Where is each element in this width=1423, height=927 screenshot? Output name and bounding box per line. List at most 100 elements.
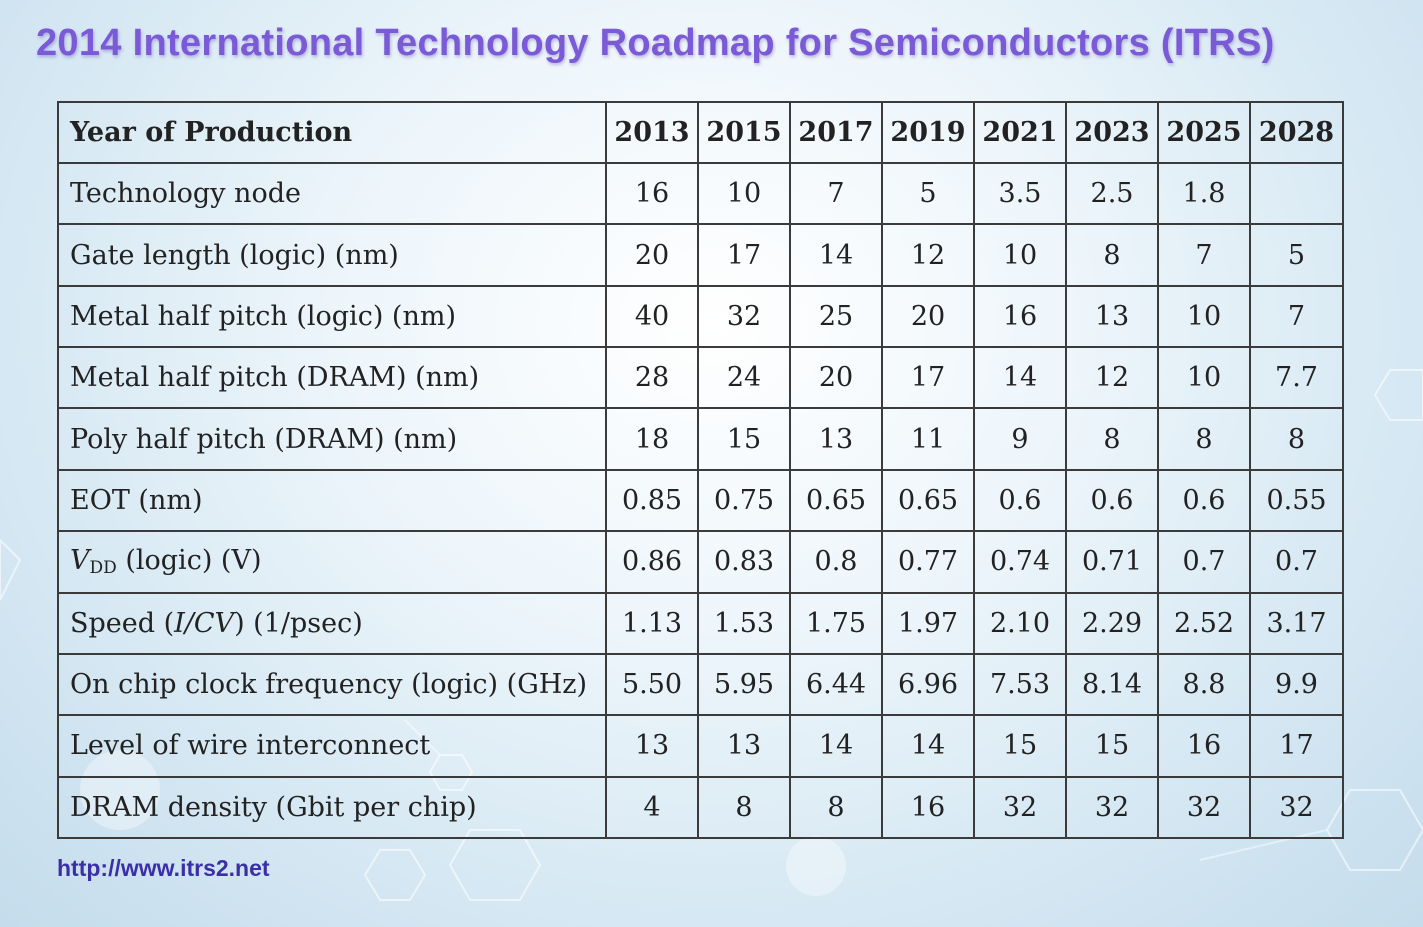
row-label: Gate length (logic) (nm) bbox=[57, 223, 607, 287]
vdd-subscript: DD bbox=[89, 558, 117, 579]
row-label: Metal half pitch (DRAM) (nm) bbox=[57, 346, 607, 410]
table-cell: 3.17 bbox=[1249, 591, 1344, 655]
table-cell: 1.13 bbox=[605, 591, 699, 655]
table-cell: 16 bbox=[881, 775, 975, 840]
table-row: Gate length (logic) (nm) 20 17 14 12 10 … bbox=[57, 223, 1344, 287]
itrs-roadmap-table: Year of Production 2013 2015 2017 2019 2… bbox=[57, 101, 1344, 840]
table-cell bbox=[1249, 161, 1344, 226]
table-cell: 10 bbox=[973, 223, 1067, 287]
table-cell: 0.6 bbox=[1065, 468, 1159, 533]
table-cell: 8 bbox=[1065, 223, 1159, 287]
table-cell: 0.7 bbox=[1157, 530, 1251, 594]
table-cell: 0.8 bbox=[789, 530, 883, 594]
year-header: 2025 bbox=[1157, 101, 1251, 164]
table-cell: 10 bbox=[697, 161, 791, 226]
header-label: Year of Production bbox=[57, 101, 607, 164]
table-cell: 13 bbox=[697, 714, 791, 778]
table-cell: 5.95 bbox=[697, 652, 791, 717]
table-cell: 7 bbox=[1249, 284, 1344, 349]
year-header: 2015 bbox=[697, 101, 791, 164]
table-cell: 8 bbox=[697, 775, 791, 840]
vdd-symbol: V bbox=[70, 545, 90, 577]
row-label: VDD (logic) (V) bbox=[57, 530, 607, 594]
table-cell: 20 bbox=[605, 223, 699, 287]
year-header: 2019 bbox=[881, 101, 975, 164]
year-header: 2017 bbox=[789, 101, 883, 164]
table-row: Metal half pitch (logic) (nm) 40 32 25 2… bbox=[57, 284, 1344, 349]
table-cell: 16 bbox=[973, 284, 1067, 349]
table-cell: 7 bbox=[789, 161, 883, 226]
table-cell: 18 bbox=[605, 407, 699, 471]
year-header: 2028 bbox=[1249, 101, 1344, 164]
year-header: 2021 bbox=[973, 101, 1067, 164]
speed-label-post: ) (1/psec) bbox=[234, 607, 363, 639]
table-cell: 0.7 bbox=[1249, 530, 1344, 594]
table-cell: 15 bbox=[1065, 714, 1159, 778]
row-label: Speed (I/CV) (1/psec) bbox=[57, 591, 607, 655]
table-cell: 1.75 bbox=[789, 591, 883, 655]
table-cell: 16 bbox=[605, 161, 699, 226]
table-cell: 0.55 bbox=[1249, 468, 1344, 533]
table-cell: 0.6 bbox=[1157, 468, 1251, 533]
table-cell: 1.97 bbox=[881, 591, 975, 655]
table-cell: 14 bbox=[973, 346, 1067, 410]
table-cell: 25 bbox=[789, 284, 883, 349]
table-cell: 0.83 bbox=[697, 530, 791, 594]
table-cell: 11 bbox=[881, 407, 975, 471]
table-cell: 7.7 bbox=[1249, 346, 1344, 410]
table-cell: 13 bbox=[605, 714, 699, 778]
row-label: Metal half pitch (logic) (nm) bbox=[57, 284, 607, 349]
table-cell: 17 bbox=[1249, 714, 1344, 778]
table-row: VDD (logic) (V) 0.86 0.83 0.8 0.77 0.74 … bbox=[57, 530, 1344, 594]
speed-label-pre: Speed ( bbox=[70, 607, 175, 639]
table-cell: 0.77 bbox=[881, 530, 975, 594]
table-cell: 32 bbox=[973, 775, 1067, 840]
table-body: Technology node 16 10 7 5 3.5 2.5 1.8 Ga… bbox=[57, 161, 1344, 840]
table-cell: 32 bbox=[697, 284, 791, 349]
table-cell: 28 bbox=[605, 346, 699, 410]
table-row: EOT (nm) 0.85 0.75 0.65 0.65 0.6 0.6 0.6… bbox=[57, 468, 1344, 533]
table-cell: 14 bbox=[881, 714, 975, 778]
vdd-label-rest: (logic) (V) bbox=[116, 545, 262, 577]
row-label: DRAM density (Gbit per chip) bbox=[57, 775, 607, 840]
table-cell: 4 bbox=[605, 775, 699, 840]
table-cell: 2.5 bbox=[1065, 161, 1159, 226]
table-row: Poly half pitch (DRAM) (nm) 18 15 13 11 … bbox=[57, 407, 1344, 471]
table-cell: 0.75 bbox=[697, 468, 791, 533]
table-cell: 0.65 bbox=[881, 468, 975, 533]
table-cell: 15 bbox=[973, 714, 1067, 778]
table-cell: 32 bbox=[1249, 775, 1344, 840]
table-cell: 5 bbox=[881, 161, 975, 226]
table-cell: 0.86 bbox=[605, 530, 699, 594]
table-cell: 32 bbox=[1157, 775, 1251, 840]
itrs-website-link[interactable]: http://www.itrs2.net bbox=[57, 855, 270, 881]
table-cell: 32 bbox=[1065, 775, 1159, 840]
row-label: Technology node bbox=[57, 161, 607, 226]
table-cell: 10 bbox=[1157, 284, 1251, 349]
row-label: Level of wire interconnect bbox=[57, 714, 607, 778]
table-cell: 8 bbox=[1065, 407, 1159, 471]
table-cell: 12 bbox=[881, 223, 975, 287]
table-cell: 6.44 bbox=[789, 652, 883, 717]
table-cell: 9 bbox=[973, 407, 1067, 471]
page-title: 2014 International Technology Roadmap fo… bbox=[36, 22, 1275, 64]
table-cell: 8 bbox=[1249, 407, 1344, 471]
table-cell: 20 bbox=[881, 284, 975, 349]
speed-label-formula: I/CV bbox=[174, 607, 235, 639]
table-cell: 8 bbox=[789, 775, 883, 840]
table-cell: 3.5 bbox=[973, 161, 1067, 226]
table-cell: 5.50 bbox=[605, 652, 699, 717]
table-cell: 1.8 bbox=[1157, 161, 1251, 226]
table-row: DRAM density (Gbit per chip) 4 8 8 16 32… bbox=[57, 775, 1344, 840]
table-cell: 6.96 bbox=[881, 652, 975, 717]
table-cell: 16 bbox=[1157, 714, 1251, 778]
table-cell: 2.52 bbox=[1157, 591, 1251, 655]
table-cell: 13 bbox=[789, 407, 883, 471]
table-cell: 12 bbox=[1065, 346, 1159, 410]
table-header-row: Year of Production 2013 2015 2017 2019 2… bbox=[57, 101, 1344, 164]
table-cell: 17 bbox=[697, 223, 791, 287]
table-cell: 13 bbox=[1065, 284, 1159, 349]
table-cell: 0.71 bbox=[1065, 530, 1159, 594]
table-cell: 20 bbox=[789, 346, 883, 410]
table-cell: 0.6 bbox=[973, 468, 1067, 533]
